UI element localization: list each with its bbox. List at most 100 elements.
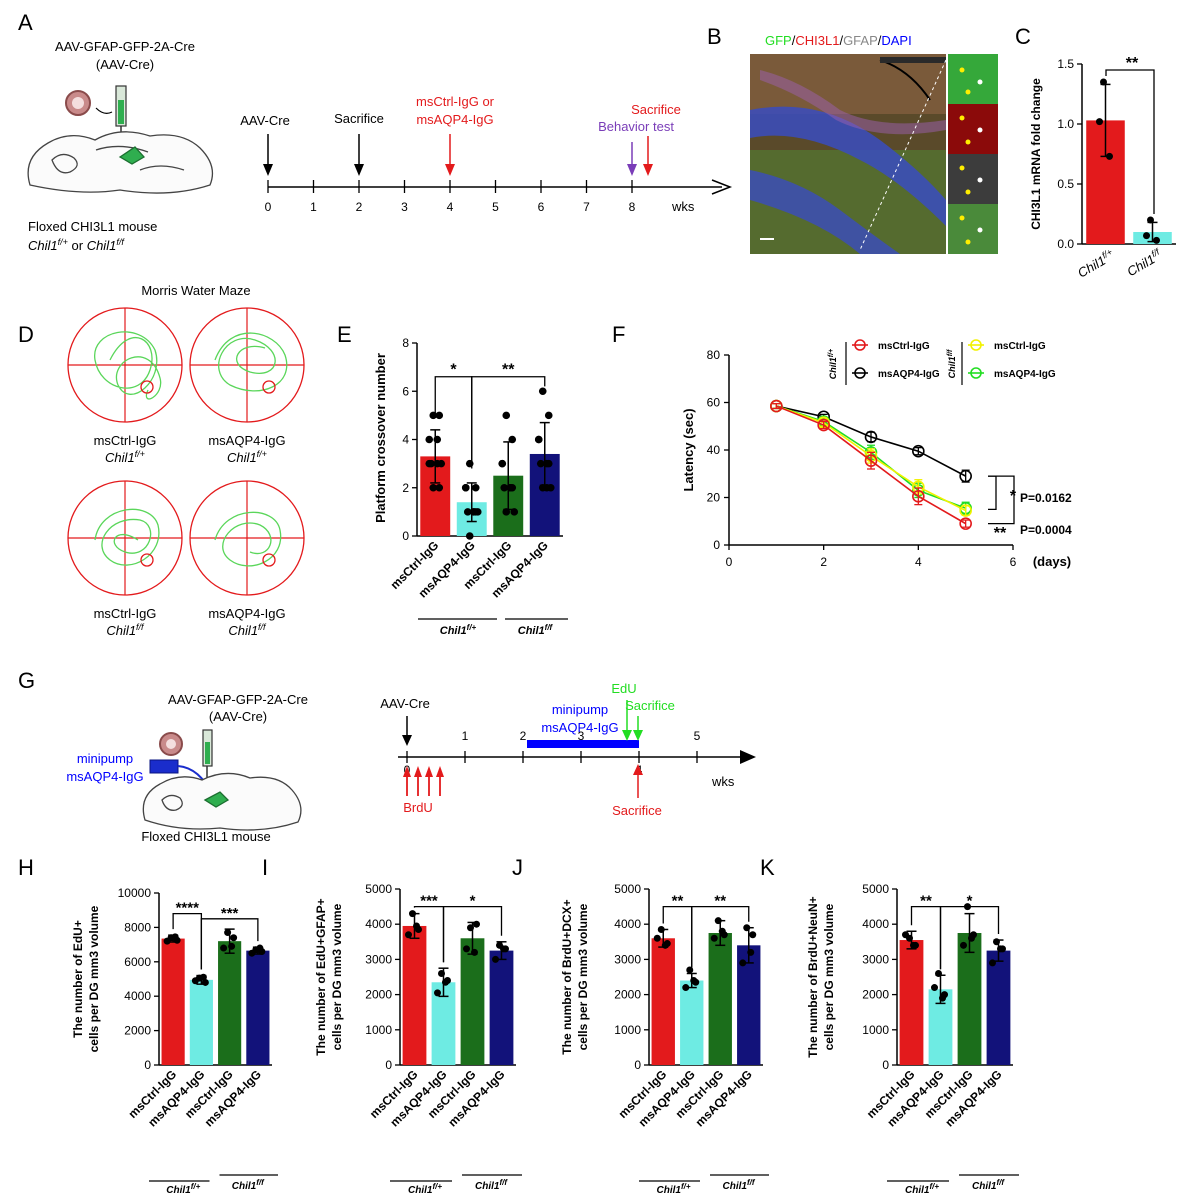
data-point bbox=[538, 387, 547, 396]
significance-bracket bbox=[988, 475, 997, 511]
data-point bbox=[163, 937, 171, 945]
arrowhead-sacrifice-2 bbox=[643, 164, 653, 176]
y-tick-label: 8 bbox=[402, 336, 409, 350]
arrowhead-sacrifice-1 bbox=[354, 164, 364, 176]
data-point bbox=[506, 483, 515, 492]
genotype-label: Chil1f/+ bbox=[905, 1182, 939, 1193]
swim-path bbox=[214, 511, 282, 567]
virus-sub-label: (AAV-Cre) bbox=[96, 57, 154, 72]
data-point bbox=[544, 459, 553, 468]
bar bbox=[899, 940, 924, 1065]
y-axis-label: The number of EdU+GFAP+ bbox=[314, 898, 328, 1055]
y-axis-label: The number of BrdU+DCX+ bbox=[560, 899, 574, 1054]
legend-label: msCtrl-IgG bbox=[994, 341, 1046, 352]
y-tick-label: 0 bbox=[882, 1058, 889, 1072]
timeline-unit: wks bbox=[671, 199, 695, 214]
bar bbox=[680, 980, 704, 1065]
y-tick-label: 5000 bbox=[614, 882, 641, 896]
arrowhead-edu bbox=[622, 730, 632, 741]
bar bbox=[651, 938, 675, 1065]
genotype-label: Chil1f/+ bbox=[166, 1182, 200, 1193]
y-tick-label: 0.0 bbox=[1057, 237, 1074, 251]
data-point bbox=[1100, 78, 1107, 86]
significance-bracket bbox=[434, 376, 473, 469]
data-point bbox=[461, 483, 470, 492]
data-point bbox=[910, 941, 917, 949]
data-point bbox=[997, 945, 1004, 953]
event-sacrifice-green: Sacrifice bbox=[625, 698, 675, 713]
y-tick-label: 2000 bbox=[365, 988, 392, 1002]
brdu-arrowhead bbox=[403, 766, 411, 777]
panel-letter-i: I bbox=[262, 855, 268, 880]
swim-path bbox=[94, 331, 162, 400]
bar bbox=[161, 938, 185, 1065]
swim-path bbox=[214, 332, 288, 392]
data-point bbox=[931, 984, 938, 992]
y-axis-label: The number of EdU+ bbox=[71, 920, 85, 1038]
genotype-label: Chil1f/+ bbox=[408, 1182, 442, 1193]
significance-stars: *** bbox=[221, 905, 239, 922]
panel-letters: A B C D E F G H I J K bbox=[18, 10, 1031, 880]
data-point bbox=[959, 517, 972, 530]
y-tick-label: 4000 bbox=[365, 917, 392, 931]
data-point bbox=[502, 508, 511, 516]
mouse-label-g: Floxed CHI3L1 mouse bbox=[141, 829, 270, 844]
genotype-label: Chil1f/f bbox=[972, 1178, 1005, 1193]
timeline-unit-g: wks bbox=[711, 774, 735, 789]
pump-duration-bar bbox=[527, 740, 639, 748]
data-point bbox=[912, 444, 925, 458]
y-tick-label: 2000 bbox=[614, 988, 641, 1002]
x-tick-label: 0 bbox=[726, 555, 733, 569]
y-tick-label: 40 bbox=[707, 443, 721, 457]
chart-j: 010002000300040005000msCtrl-IgGmsAQP4-Ig… bbox=[560, 882, 769, 1193]
data-point bbox=[500, 945, 507, 953]
y-axis-label-2: cells per DG mm3 volume bbox=[330, 903, 344, 1050]
data-point bbox=[405, 931, 412, 939]
y-tick-label: 1.0 bbox=[1057, 117, 1074, 131]
maze-treatment-label: msCtrl-IgG bbox=[94, 606, 157, 621]
chart-c: 0.0 0.5 1.0 1.5 Chil1f/+ Chil1f/f CHI3L1 mRNA … bbox=[1029, 55, 1176, 281]
data-point bbox=[718, 927, 726, 935]
panel-letter-d: D bbox=[18, 322, 34, 347]
data-point bbox=[657, 925, 665, 933]
bar bbox=[489, 950, 514, 1065]
data-point bbox=[542, 483, 551, 492]
legend-group-label: Chil1f/+ bbox=[828, 349, 839, 379]
data-point bbox=[463, 945, 470, 953]
maze-genotype-label: Chil1f/+ bbox=[227, 449, 267, 465]
bar bbox=[431, 982, 456, 1065]
y-tick-label: 5000 bbox=[365, 882, 392, 896]
timeline-tick-label: 3 bbox=[578, 729, 585, 743]
y-tick-label: 8000 bbox=[124, 920, 151, 934]
mouse-brain-icon-g bbox=[142, 772, 302, 831]
arrowhead-aav-g bbox=[402, 735, 412, 746]
significance-stars: ** bbox=[1126, 55, 1139, 72]
maze-plot bbox=[67, 480, 183, 596]
y-tick-label: 6000 bbox=[124, 955, 151, 969]
panel-letter-a: A bbox=[18, 10, 33, 35]
genotype-label: Chil1f/f bbox=[232, 1178, 265, 1193]
y-tick-label: 2 bbox=[402, 481, 409, 495]
data-point bbox=[661, 941, 669, 949]
significance-stars: * bbox=[470, 893, 476, 910]
genotype-label: Chil1f/f bbox=[475, 1178, 508, 1193]
micrograph-insets bbox=[948, 54, 998, 254]
legend: msCtrl-IgG msAQP4-IgG msCtrl-IgG msAQP4-IgG… bbox=[828, 339, 1056, 385]
event-pump-g: minipump bbox=[552, 702, 608, 717]
maze-treatment-label: msAQP4-IgG bbox=[208, 606, 285, 621]
timeline-tick-label: 5 bbox=[694, 729, 701, 743]
timeline-tick-label: 5 bbox=[492, 200, 499, 214]
virus-icon bbox=[65, 90, 91, 116]
y-axis-label-2: cells per DG mm3 volume bbox=[87, 905, 101, 1052]
y-axis-label-2: cells per DG mm3 volume bbox=[822, 903, 836, 1050]
data-point bbox=[536, 459, 545, 468]
genotype-label: Chil1f/f bbox=[722, 1178, 755, 1193]
data-point bbox=[471, 948, 478, 956]
significance-bracket bbox=[988, 475, 1015, 525]
data-point bbox=[743, 924, 751, 932]
data-point bbox=[1147, 216, 1154, 224]
p-value: P=0.0004 bbox=[1020, 523, 1072, 537]
data-point bbox=[425, 435, 434, 444]
data-point bbox=[747, 948, 755, 956]
data-point bbox=[1096, 118, 1103, 126]
